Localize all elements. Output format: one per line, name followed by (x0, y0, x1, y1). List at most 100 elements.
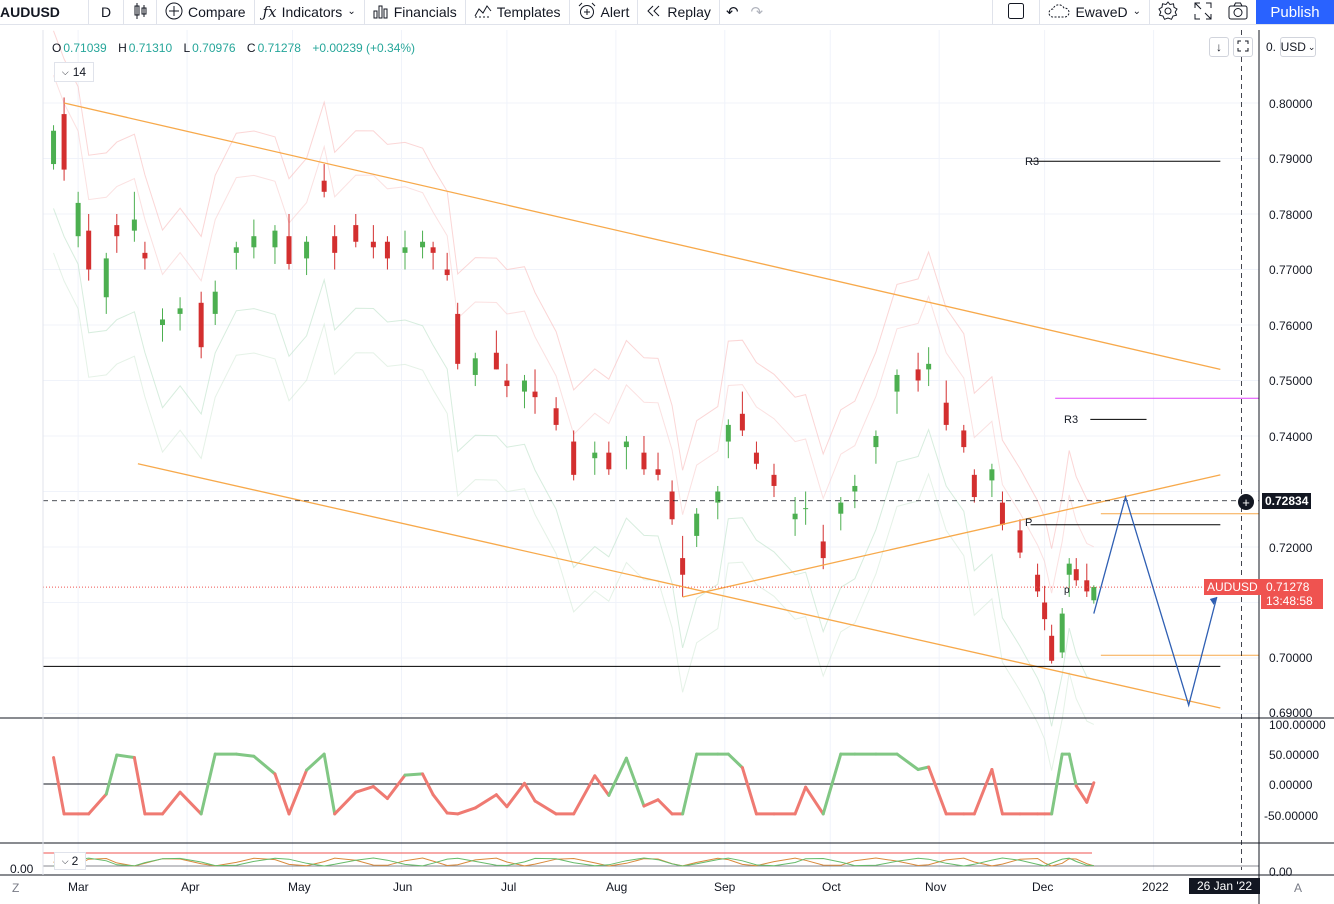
undo-button[interactable]: ↶ (720, 0, 745, 24)
scroll-down-button[interactable]: ↓ (1209, 37, 1229, 57)
replay-button[interactable]: Replay (638, 0, 719, 24)
candle-body (353, 225, 359, 242)
time-tick: Dec (1032, 880, 1054, 894)
templates-button[interactable]: Templates (466, 0, 569, 24)
snapshot-button[interactable] (1220, 0, 1256, 24)
replay-label: Replay (667, 4, 711, 20)
chevron-down-icon: ⌄ (1132, 6, 1141, 17)
camera-icon (1228, 2, 1248, 23)
expand-icon (1194, 2, 1212, 23)
interval-button[interactable]: D (89, 0, 123, 24)
oscillator-segment (726, 752, 744, 770)
chart-canvas[interactable] (0, 25, 1334, 904)
oscillator-segment (505, 781, 526, 809)
alarm-clock-icon (578, 2, 596, 23)
candle-body (715, 491, 721, 503)
oscillator-segment (1050, 752, 1064, 816)
chart-grid (43, 30, 1259, 870)
candle-body (943, 402, 949, 425)
currency-select[interactable]: USD ⌄ (1280, 37, 1316, 57)
oscillator-segment (132, 756, 147, 816)
crosshair-date-label: 26 Jan '22 (1189, 878, 1261, 894)
oscillator-segment (273, 772, 291, 816)
oscillator-segment (287, 768, 309, 816)
publish-button[interactable]: Publish (1256, 0, 1334, 24)
oscillator-segment (305, 752, 326, 772)
candle-body (444, 269, 450, 276)
oscillator-segment (494, 793, 509, 809)
oscillator-segment (1085, 781, 1096, 804)
candle-body (571, 441, 577, 475)
chart-type-button[interactable] (124, 0, 156, 24)
fullscreen-button[interactable] (1186, 0, 1220, 24)
candle-body (852, 485, 858, 492)
osc-tick: -50.00000 (1264, 809, 1319, 823)
time-tick: Mar (68, 880, 89, 894)
timezone-toggle-button[interactable]: Z (12, 881, 20, 895)
lower-outer-band-line (53, 252, 1095, 771)
candle-body (915, 369, 921, 381)
candle-body (272, 230, 278, 248)
candle-body (304, 241, 310, 259)
oscillator-pane (43, 752, 1259, 867)
candle-body (159, 319, 165, 325)
candle-body (971, 474, 977, 498)
last-price-value: 0.71278 (1266, 580, 1310, 594)
candle-body (655, 469, 661, 475)
oscillator-segment (115, 753, 136, 760)
indicators-button[interactable]: ƒx Indicators ⌄ (255, 0, 364, 24)
candle-body (694, 513, 700, 536)
divider (718, 0, 720, 24)
indicators-label: Indicators (281, 4, 343, 20)
candle-body (999, 502, 1005, 525)
divider (1039, 0, 1041, 24)
chevron-down-icon: ⌵ (61, 855, 69, 866)
fullscreen-layout-button[interactable] (993, 0, 1039, 24)
redo-icon: ↷ (750, 3, 764, 21)
candle-body (402, 247, 408, 253)
candle-body (1084, 580, 1090, 592)
bollinger-bands (53, 30, 1095, 771)
templates-label: Templates (496, 4, 561, 20)
templates-icon (474, 4, 492, 21)
settings-button[interactable] (1150, 0, 1186, 24)
auto-scale-button[interactable]: A (1294, 881, 1303, 895)
candle-body (233, 247, 239, 253)
price-tick: 0.80000 (1269, 97, 1313, 111)
oscillator-segment (990, 768, 1004, 816)
projection-path (1093, 494, 1218, 708)
plus-circle-icon (165, 2, 183, 23)
oscillator-segment (927, 765, 948, 816)
add-alert-icon[interactable]: + (1238, 494, 1254, 510)
alert-button[interactable]: Alert (570, 0, 638, 24)
layout-menu-button[interactable]: EwaveD ⌄ (1040, 0, 1149, 24)
time-tick: Apr (181, 880, 200, 894)
indicator2-collapse-button[interactable]: ⌵ 2 (54, 852, 86, 870)
oscillator-segment (322, 752, 337, 816)
compare-button[interactable]: Compare (157, 0, 254, 24)
candle-body (251, 236, 257, 248)
candle-body (131, 219, 137, 231)
oscillator-segment (87, 792, 108, 816)
candle-body (725, 424, 731, 442)
oscillator-segment (234, 752, 256, 758)
oscillator-segment (52, 756, 66, 816)
oscillator-segment (804, 785, 825, 816)
divider (1149, 0, 1150, 24)
osc-tick: 50.00000 (1269, 748, 1320, 762)
redo-button[interactable]: ↷ (745, 0, 770, 24)
time-tick: Jul (501, 880, 517, 894)
projection-arrowhead (1209, 596, 1217, 605)
lower-channel-trendline (137, 463, 1221, 709)
candle-body (532, 391, 538, 398)
symbol-search[interactable]: AUDUSD (0, 0, 88, 24)
oscillator-segment (916, 765, 931, 772)
oscillator-segment (354, 785, 375, 794)
price-tick-top: 0. (1266, 40, 1277, 54)
maximize-pane-button[interactable] (1233, 37, 1253, 57)
financials-button[interactable]: Financials (365, 0, 465, 24)
indicator-collapse-button[interactable]: ⌵ 14 (54, 62, 94, 82)
oscillator-segment (533, 799, 558, 816)
candle-body (1091, 586, 1097, 601)
function-icon: ƒx (262, 2, 277, 21)
